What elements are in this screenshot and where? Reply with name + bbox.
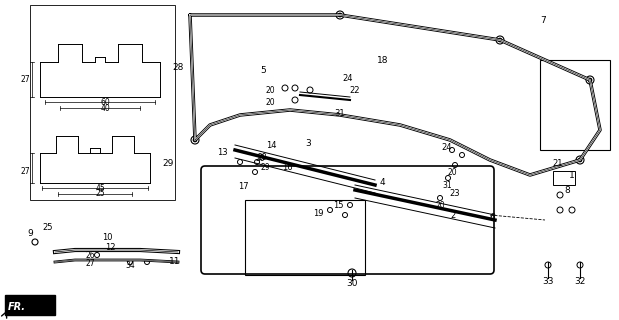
Text: 28: 28	[172, 62, 184, 71]
Text: 7: 7	[540, 15, 546, 25]
Text: 27: 27	[20, 75, 30, 84]
Bar	[30, 5, 175, 200]
Text: 28: 28	[255, 154, 265, 163]
Text: 1: 1	[569, 171, 575, 180]
Text: 12: 12	[105, 244, 115, 252]
Text: 16: 16	[282, 163, 292, 172]
Text: 3: 3	[305, 139, 311, 148]
Text: 40: 40	[100, 103, 110, 113]
Circle shape	[496, 36, 504, 44]
Text: 2: 2	[451, 211, 456, 220]
Text: 25: 25	[95, 189, 105, 198]
Text: 30: 30	[346, 279, 358, 289]
Text: 11: 11	[169, 258, 181, 267]
Text: 23: 23	[449, 188, 461, 197]
Text: 29: 29	[162, 158, 174, 167]
Text: 18: 18	[377, 55, 389, 65]
Text: 5: 5	[260, 66, 266, 75]
Circle shape	[576, 156, 584, 164]
Circle shape	[498, 38, 502, 42]
Text: 20: 20	[265, 85, 275, 94]
Text: 19: 19	[313, 210, 323, 219]
Text: 8: 8	[564, 186, 570, 195]
Circle shape	[578, 158, 582, 162]
Text: 20: 20	[265, 98, 275, 107]
Text: 33: 33	[542, 277, 554, 286]
Bar	[553, 171, 575, 185]
Text: 20: 20	[435, 201, 445, 210]
Text: 24: 24	[343, 74, 353, 83]
Text: 27: 27	[20, 166, 30, 175]
Text: FR.: FR.	[8, 302, 26, 312]
Text: 60: 60	[100, 98, 110, 107]
Text: 34: 34	[125, 261, 135, 270]
Circle shape	[336, 11, 344, 19]
Text: 13: 13	[217, 148, 227, 156]
Text: 4: 4	[379, 178, 385, 187]
Text: 17: 17	[238, 181, 248, 190]
Text: 10: 10	[102, 234, 112, 243]
Text: 32: 32	[574, 277, 586, 286]
Circle shape	[191, 136, 199, 144]
Bar	[540, 60, 610, 150]
Text: 15: 15	[333, 202, 344, 211]
Text: 9: 9	[27, 228, 33, 237]
Bar	[245, 200, 365, 275]
Text: 31: 31	[335, 108, 345, 117]
Text: 21: 21	[553, 158, 563, 167]
Circle shape	[193, 138, 197, 142]
Text: 27: 27	[85, 260, 95, 268]
Text: 24: 24	[442, 142, 452, 151]
Text: 28: 28	[258, 153, 267, 162]
Bar	[5, 295, 55, 315]
Text: 22: 22	[350, 85, 360, 94]
Text: 6: 6	[489, 213, 495, 222]
Circle shape	[586, 76, 594, 84]
Circle shape	[338, 13, 342, 17]
Text: 14: 14	[266, 140, 276, 149]
Text: 26: 26	[85, 251, 95, 260]
Text: 25: 25	[43, 223, 53, 233]
Text: 45: 45	[95, 183, 105, 193]
Text: 29: 29	[260, 163, 270, 172]
Circle shape	[588, 78, 592, 82]
Text: 31: 31	[442, 180, 452, 189]
Text: 20: 20	[447, 167, 457, 177]
